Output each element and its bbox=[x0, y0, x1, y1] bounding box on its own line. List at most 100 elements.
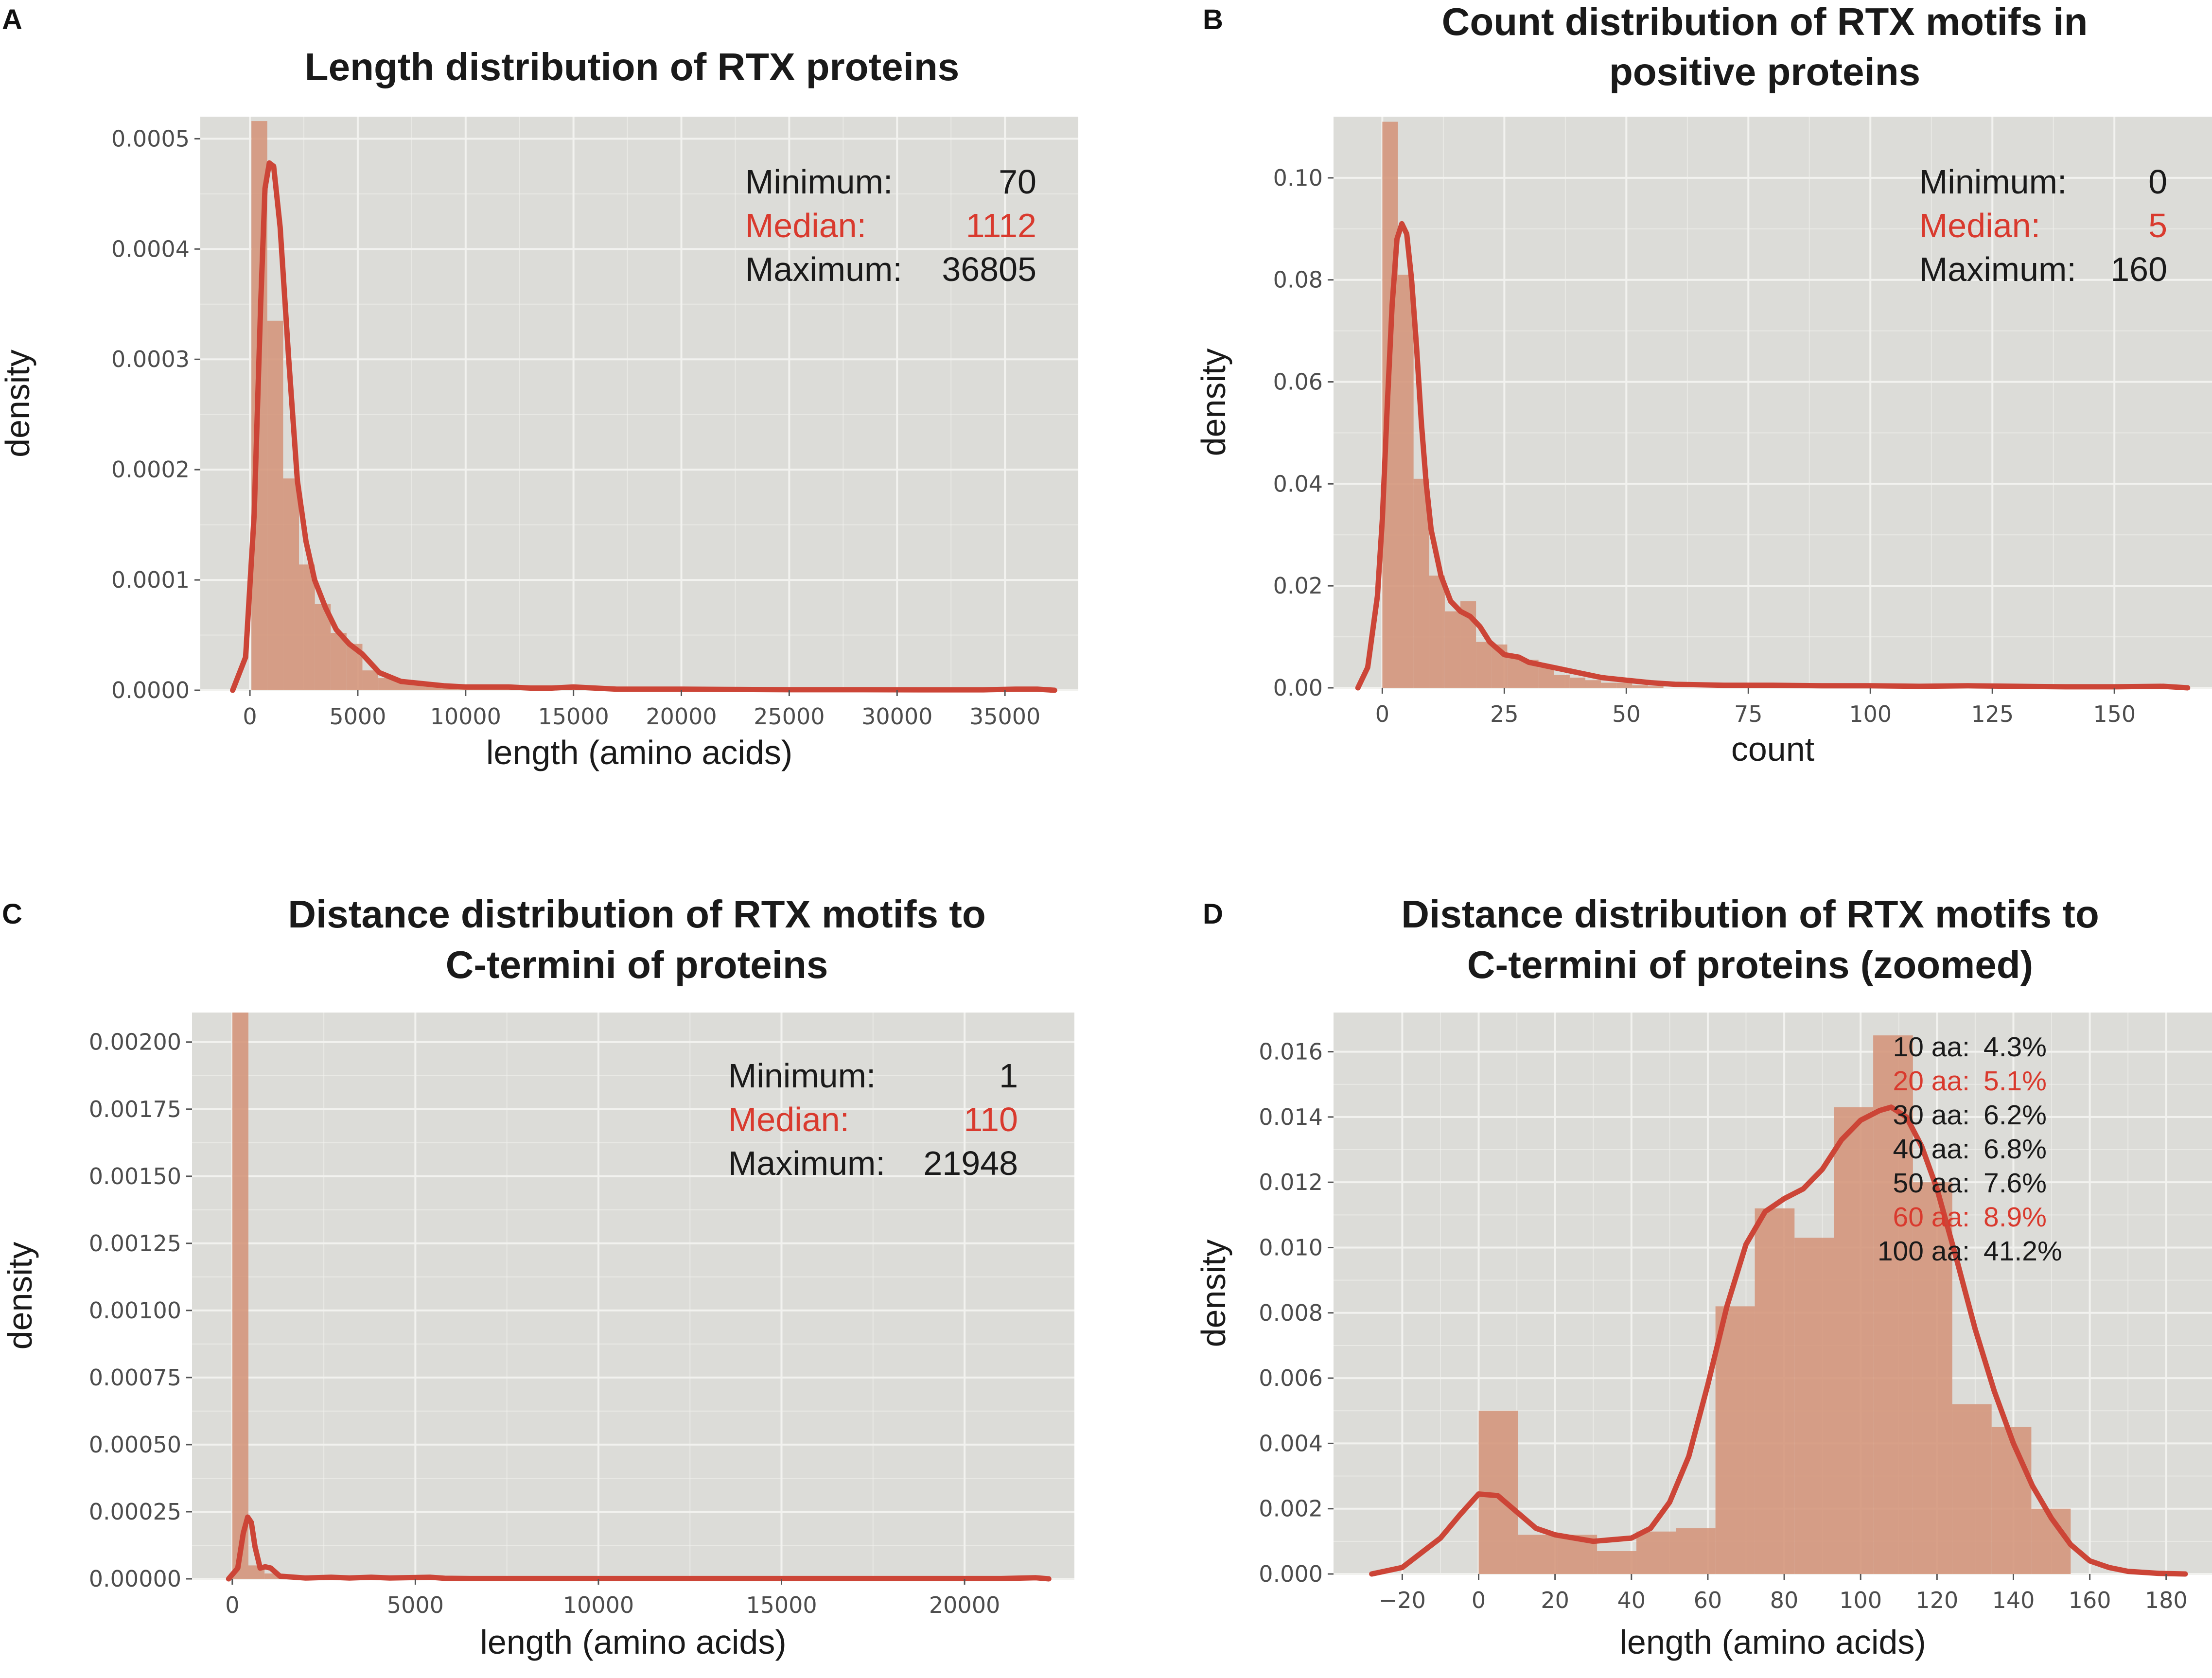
plot-area bbox=[200, 117, 1078, 690]
y-tick-label: 0.014 bbox=[1259, 1104, 1323, 1130]
stat-label: Median: bbox=[1919, 207, 2040, 245]
x-tick-label: 150 bbox=[2093, 701, 2136, 727]
stat-label: Maximum: bbox=[745, 250, 902, 288]
histogram-bar bbox=[331, 633, 347, 690]
x-tick-label: 15000 bbox=[538, 703, 609, 730]
y-tick-label: 0.012 bbox=[1259, 1169, 1323, 1195]
panel-letter: A bbox=[2, 4, 22, 35]
x-tick-label: 160 bbox=[2069, 1587, 2111, 1613]
x-tick-label: 0 bbox=[1375, 701, 1389, 727]
histogram-bar bbox=[267, 320, 283, 690]
axes: 0 5000 10000 15000 20000 25000 30000 35000 0.000… bbox=[111, 125, 1040, 730]
histogram-bar bbox=[1616, 682, 1633, 688]
x-tick-label: 0 bbox=[225, 1592, 239, 1618]
x-tick-label: 10000 bbox=[430, 703, 501, 730]
histogram-bar bbox=[1873, 1035, 1913, 1574]
histogram-bar bbox=[1398, 275, 1414, 688]
histogram-bar bbox=[425, 685, 442, 690]
y-axis-label: density bbox=[1, 1242, 39, 1350]
panel-letter: D bbox=[1203, 898, 1223, 930]
y-tick-label: 0.00100 bbox=[89, 1297, 181, 1324]
y-tick-label: 0.016 bbox=[1259, 1039, 1323, 1065]
stat-value: 1112 bbox=[966, 207, 1036, 245]
x-tick-label: 100 bbox=[1849, 701, 1892, 727]
x-tick-label: 15000 bbox=[746, 1592, 817, 1618]
y-tick-label: 0.00000 bbox=[89, 1566, 181, 1592]
stat-label: Median: bbox=[745, 207, 866, 245]
stats-annotation: Minimum: 70 Median: 1112 Maximum: 36805 bbox=[745, 163, 1036, 288]
x-tick-label: 20000 bbox=[929, 1592, 1000, 1618]
x-tick-label: 0 bbox=[243, 703, 257, 730]
stat-value: 6.8% bbox=[1984, 1134, 2047, 1165]
y-tick-label: 0.00 bbox=[1273, 675, 1323, 701]
histogram-bar bbox=[232, 1013, 248, 1579]
y-tick-label: 0.00175 bbox=[89, 1096, 181, 1122]
histogram-bar bbox=[362, 670, 379, 690]
axes: 0 5000 10000 15000 20000 0.00000 0.00025 0.0005… bbox=[89, 1029, 1000, 1618]
histogram-bar bbox=[264, 1573, 281, 1579]
chart-title: C-termini of proteins bbox=[446, 943, 828, 986]
y-tick-label: 0.0001 bbox=[111, 567, 190, 593]
x-tick-label: 35000 bbox=[969, 703, 1040, 730]
stat-label: Minimum: bbox=[1919, 163, 2067, 201]
plot-area bbox=[1334, 117, 2212, 688]
x-axis-label: length (amino acids) bbox=[486, 734, 792, 771]
panel-letter: C bbox=[2, 898, 22, 930]
histogram-bar bbox=[1538, 667, 1554, 688]
histogram-bar bbox=[299, 564, 315, 690]
y-tick-label: 0.006 bbox=[1259, 1365, 1323, 1391]
histogram-bar bbox=[1601, 682, 1617, 688]
stat-value: 0 bbox=[2148, 163, 2167, 201]
x-axis-label: length (amino acids) bbox=[480, 1623, 786, 1661]
chart-title: positive proteins bbox=[1609, 50, 1920, 93]
stat-value: 5.1% bbox=[1984, 1066, 2047, 1097]
y-tick-label: 0.0005 bbox=[111, 125, 190, 152]
histogram-bar bbox=[1476, 642, 1492, 688]
x-tick-label: −20 bbox=[1379, 1587, 1426, 1613]
y-axis-label: density bbox=[1194, 349, 1232, 456]
kde-line bbox=[230, 160, 1057, 693]
x-tick-label: 125 bbox=[1971, 701, 2014, 727]
chart-title: Count distribution of RTX motifs in bbox=[1442, 0, 2088, 43]
kde-line bbox=[226, 1514, 1052, 1582]
panel-c: C Distance distribution of RTX motifs to C… bbox=[1, 892, 1074, 1661]
y-tick-label: 0.004 bbox=[1259, 1430, 1323, 1456]
histogram bbox=[251, 121, 616, 691]
x-tick-label: 80 bbox=[1770, 1587, 1799, 1613]
x-tick-label: 40 bbox=[1617, 1587, 1646, 1613]
x-tick-label: 75 bbox=[1734, 701, 1763, 727]
stat-label: Maximum: bbox=[1919, 250, 2076, 288]
x-tick-label: 180 bbox=[2145, 1587, 2188, 1613]
histogram-bar bbox=[1636, 1531, 1676, 1574]
stats-annotation: Minimum: 1 Median: 110 Maximum: 21948 bbox=[728, 1057, 1018, 1182]
y-axis-label: density bbox=[1194, 1240, 1232, 1347]
stats-annotation: 10 aa: 4.3% 20 aa: 5.1% 30 aa: 6.2% 40 aa: 6.8%… bbox=[1878, 1031, 2062, 1267]
stat-value: 70 bbox=[999, 163, 1036, 201]
histogram-bar bbox=[1991, 1427, 2032, 1574]
x-tick-label: 25000 bbox=[754, 703, 825, 730]
histogram-bar bbox=[1518, 1535, 1558, 1574]
y-tick-label: 0.02 bbox=[1273, 573, 1323, 599]
panel-d: D Distance distribution of RTX motifs to C… bbox=[1194, 892, 2212, 1661]
stat-label: Median: bbox=[728, 1101, 849, 1138]
gridlines bbox=[1334, 117, 2212, 689]
stat-value: 41.2% bbox=[1984, 1236, 2062, 1267]
stat-label: Maximum: bbox=[728, 1144, 885, 1182]
y-tick-label: 0.00075 bbox=[89, 1364, 181, 1391]
x-tick-label: 10000 bbox=[563, 1592, 634, 1618]
x-tick-label: 20000 bbox=[646, 703, 717, 730]
stat-label: 10 aa: bbox=[1893, 1031, 1970, 1063]
stat-label: Minimum: bbox=[745, 163, 893, 201]
kde-line bbox=[1369, 1104, 2188, 1577]
chart-title: Length distribution of RTX proteins bbox=[305, 45, 960, 88]
histogram-bar bbox=[1755, 1208, 1795, 1574]
histogram-bar bbox=[1597, 1551, 1637, 1574]
stat-label: 20 aa: bbox=[1893, 1066, 1970, 1097]
stat-value: 160 bbox=[2110, 250, 2167, 288]
x-tick-label: 30000 bbox=[861, 703, 932, 730]
stats-annotation: Minimum: 0 Median: 5 Maximum: 160 bbox=[1919, 163, 2167, 288]
histogram-bar bbox=[1507, 657, 1523, 688]
x-tick-label: 0 bbox=[1472, 1587, 1486, 1613]
histogram-bar bbox=[1632, 685, 1648, 688]
